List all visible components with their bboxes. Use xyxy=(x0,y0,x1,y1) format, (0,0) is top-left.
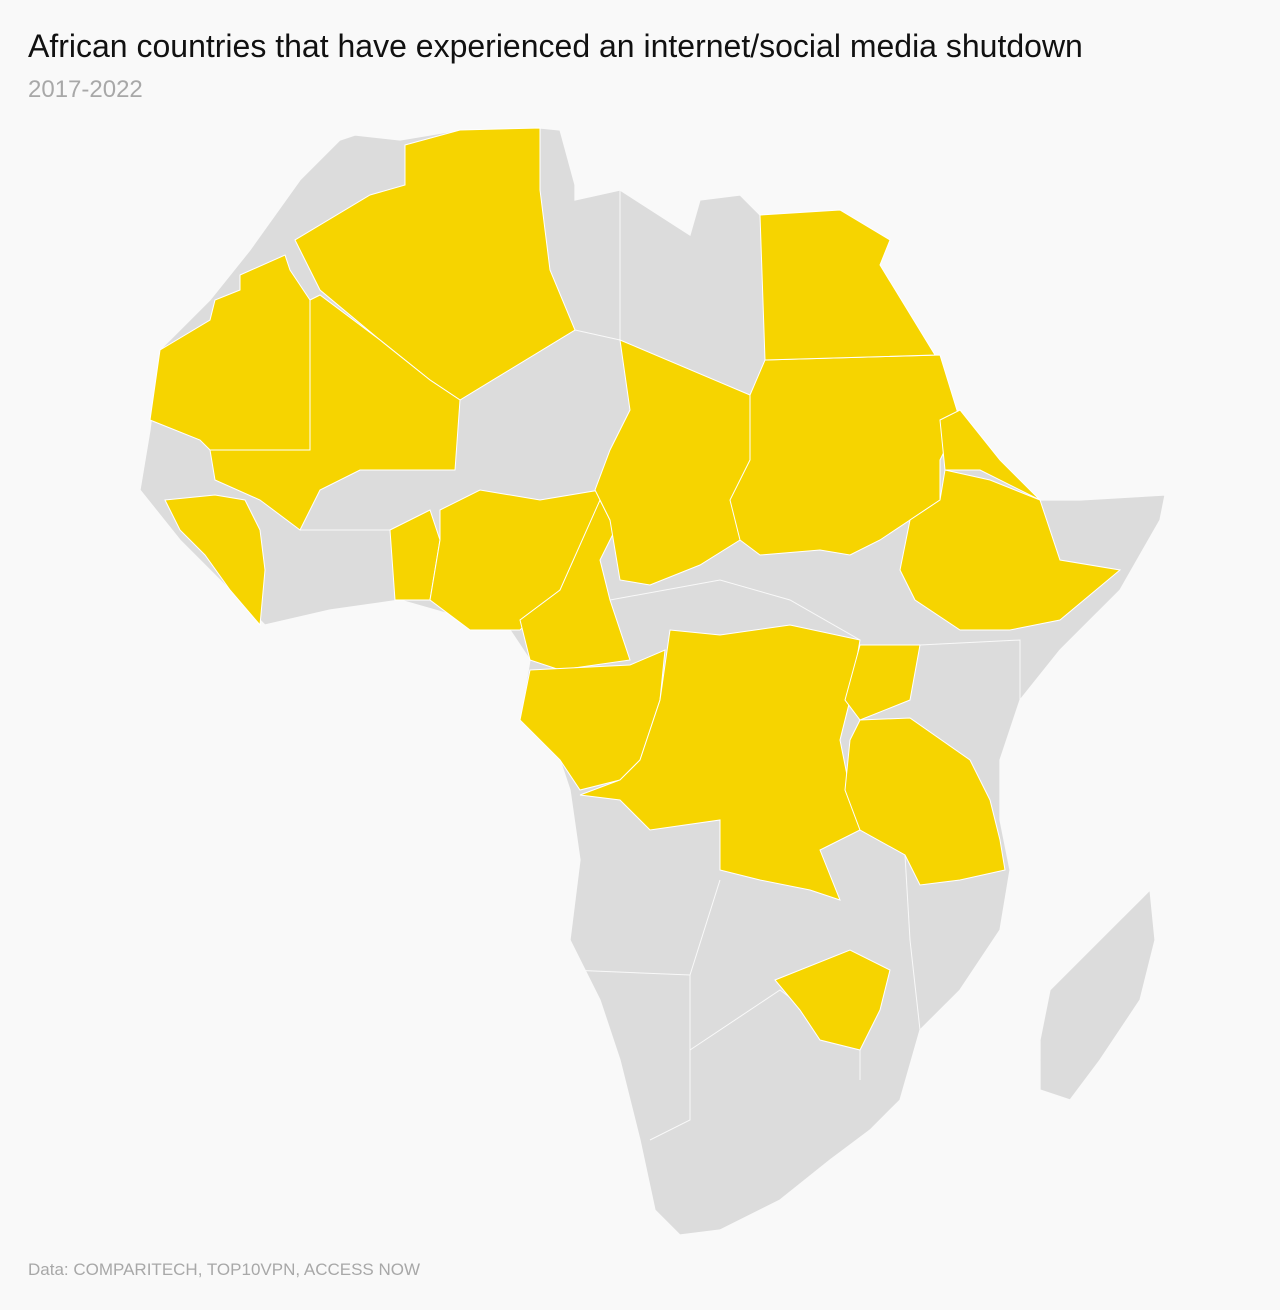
zimbabwe xyxy=(774,949,891,1051)
border xyxy=(649,975,691,1141)
mali xyxy=(209,294,461,531)
cameroon xyxy=(519,498,631,671)
uganda xyxy=(844,644,921,721)
border xyxy=(609,579,861,641)
source: Data: COMPARITECH, TOP10VPN, ACCESS NOW xyxy=(28,1260,421,1279)
mauritania xyxy=(149,254,311,451)
title: African countries that have experienced … xyxy=(28,28,1083,64)
guinea-sierra-leone-liberia xyxy=(164,494,266,627)
madagascar xyxy=(1039,888,1156,1101)
egypt xyxy=(759,209,936,361)
subtitle: 2017-2022 xyxy=(28,76,143,103)
tanzania xyxy=(844,717,1006,886)
border xyxy=(904,854,921,1031)
border xyxy=(919,639,1021,700)
ethiopia xyxy=(899,469,1122,631)
